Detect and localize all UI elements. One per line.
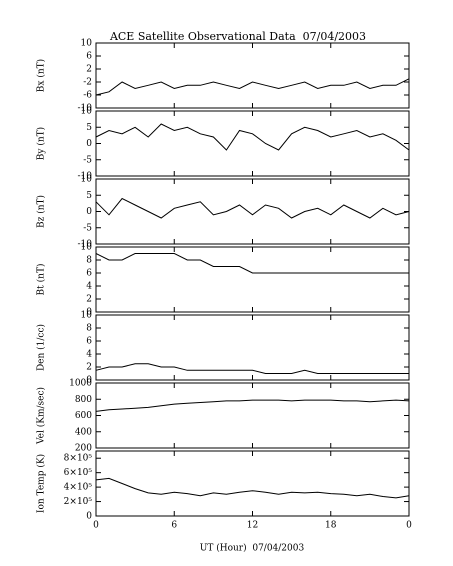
y-tick-label: 5: [86, 191, 92, 201]
x-tick-label: 12: [247, 521, 258, 531]
y-tick-label: 800: [75, 395, 92, 405]
y-tick-label: 6×10⁵: [64, 468, 93, 478]
y-tick-label: 0: [86, 512, 92, 522]
y-axis-label: By (nT): [36, 127, 47, 160]
y-tick-label: -10: [78, 104, 93, 114]
y-tick-label: 8: [86, 324, 92, 334]
data-line: [95, 399, 410, 412]
data-line: [95, 197, 410, 219]
data-line: [95, 78, 410, 96]
x-tick-label: 18: [325, 521, 337, 531]
y-tick-label: 0: [86, 308, 92, 318]
y-tick-label: -6: [83, 91, 92, 101]
y-tick-label: 2×10⁵: [64, 497, 93, 507]
y-tick-label: 8: [86, 256, 92, 266]
y-tick-label: 2: [86, 363, 92, 373]
y-tick-label: 6: [86, 337, 92, 347]
y-axis-label: Bx (nT): [36, 59, 47, 92]
y-tick-label: 5: [86, 123, 92, 133]
y-tick-label: -10: [78, 172, 93, 182]
y-tick-label: 1000: [69, 379, 92, 389]
y-tick-label: 6: [86, 269, 92, 279]
chart-title: ACE Satellite Observational Data 07/04/2…: [109, 30, 366, 43]
data-line: [95, 363, 409, 374]
y-tick-label: 10: [81, 243, 93, 253]
y-axis-label: Ion Temp (K): [36, 454, 47, 513]
y-tick-label: 10: [81, 107, 93, 117]
y-tick-label: 0: [86, 376, 92, 386]
y-tick-label: 600: [75, 411, 92, 421]
y-tick-label: -2: [83, 78, 92, 88]
y-axis-label: Den (1/cc): [36, 324, 47, 371]
y-tick-label: 10: [81, 39, 93, 49]
y-tick-label: -5: [83, 155, 92, 165]
y-tick-label: 200: [75, 444, 92, 454]
y-tick-label: 8×10⁵: [64, 454, 93, 464]
x-axis-label: UT (Hour) 07/04/2003: [200, 543, 305, 554]
y-tick-label: 10: [81, 175, 93, 185]
y-axis-label: Bz (nT): [36, 195, 47, 228]
y-tick-label: -5: [83, 223, 92, 233]
y-tick-label: 10: [81, 311, 93, 321]
y-tick-label: 4×10⁵: [64, 483, 93, 493]
y-axis-label: Vel (Km/sec): [36, 387, 47, 445]
data-line: [95, 253, 409, 274]
y-tick-label: 0: [86, 207, 92, 217]
y-tick-label: 2: [86, 65, 92, 75]
y-tick-label: -10: [78, 240, 93, 250]
x-tick-label: 6: [171, 521, 177, 531]
y-tick-label: 4: [86, 282, 92, 292]
x-tick-label: 0: [406, 521, 412, 531]
y-tick-label: 0: [86, 139, 92, 149]
x-tick-label: 0: [93, 521, 99, 531]
y-tick-label: 400: [75, 427, 92, 437]
y-tick-label: 2: [86, 295, 92, 305]
y-axis-label: Bt (nT): [36, 264, 47, 296]
data-line: [95, 123, 410, 151]
data-line: [95, 477, 410, 499]
y-tick-label: 6: [86, 52, 92, 62]
y-tick-label: 4: [86, 350, 92, 360]
